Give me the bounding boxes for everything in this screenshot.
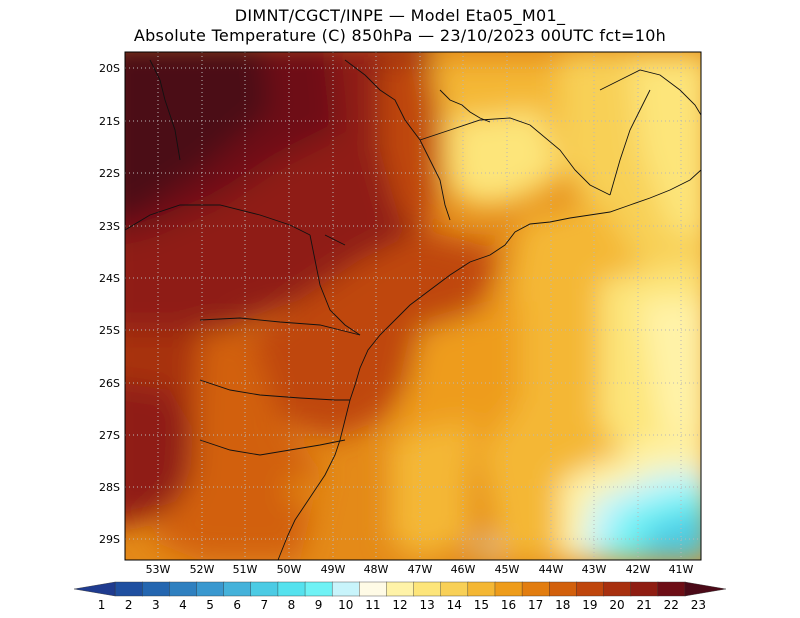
lat-label: 26S [99, 377, 120, 390]
lat-label: 23S [99, 220, 120, 233]
colorbar-label: 14 [446, 598, 462, 612]
lon-label: 52W [189, 563, 215, 576]
lon-label: 53W [145, 563, 171, 576]
colorbar-label: 9 [314, 598, 323, 612]
map-title-line1: DIMNT/CGCT/INPE — Model Eta05_M01_ [234, 6, 566, 25]
colorbar-label: 8 [287, 598, 296, 612]
lat-label: 21S [99, 115, 120, 128]
lat-label: 27S [99, 429, 120, 442]
lon-label: 41W [668, 563, 694, 576]
lon-label: 46W [450, 563, 476, 576]
lon-label: 51W [232, 563, 258, 576]
colorbar-label: 20 [609, 598, 625, 612]
lat-label: 28S [99, 481, 120, 494]
colorbar-label: 10 [338, 598, 354, 612]
colorbar-label: 12 [392, 598, 408, 612]
colorbar-label: 18 [555, 598, 571, 612]
lon-label: 50W [276, 563, 302, 576]
lon-label: 47W [407, 563, 433, 576]
colorbar-label: 3 [151, 598, 160, 612]
lon-label: 43W [581, 563, 607, 576]
temperature-field [125, 52, 701, 560]
colorbar-label: 7 [260, 598, 269, 612]
colorbar-label: 11 [365, 598, 381, 612]
colorbar-label: 17 [528, 598, 544, 612]
lat-label: 24S [99, 272, 120, 285]
lon-label: 45W [494, 563, 520, 576]
colorbar-label: 23 [690, 598, 707, 612]
lon-label: 48W [363, 563, 389, 576]
map-title-line2: Absolute Temperature (C) 850hPa — 23/10/… [133, 26, 667, 45]
colorbar-label: 19 [582, 598, 598, 612]
lon-label: 44W [538, 563, 564, 576]
lat-label: 29S [99, 533, 120, 546]
colorbar-label: 16 [500, 598, 517, 612]
lat-label: 20S [99, 62, 120, 75]
lat-label: 22S [99, 167, 120, 180]
colorbar-label: 21 [636, 598, 652, 612]
colorbar-label: 22 [663, 598, 679, 612]
colorbar-label: 6 [233, 598, 242, 612]
lon-label: 49W [320, 563, 346, 576]
colorbar-label: 15 [473, 598, 490, 612]
lat-label: 25S [99, 324, 120, 337]
colorbar-label: 5 [206, 598, 214, 612]
colorbar-label: 2 [124, 598, 133, 612]
colorbar-label: 1 [97, 598, 106, 612]
colorbar-label: 4 [179, 598, 187, 612]
lon-label: 42W [625, 563, 651, 576]
colorbar-label: 13 [419, 598, 435, 612]
